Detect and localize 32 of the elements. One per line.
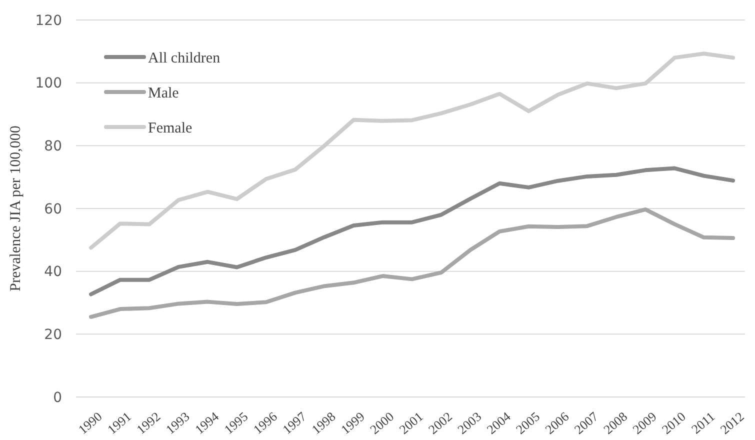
x-tick-label: 1996 bbox=[250, 408, 280, 437]
line-series bbox=[89, 166, 735, 296]
y-tick-label: 80 bbox=[44, 138, 62, 155]
x-tick-label: 1995 bbox=[221, 408, 251, 437]
y-tick-label: 120 bbox=[35, 12, 62, 29]
x-tick-label: 2001 bbox=[396, 408, 426, 437]
x-tick-label: 1991 bbox=[104, 408, 134, 437]
legend-label: Male bbox=[148, 85, 180, 102]
legend-label: Female bbox=[148, 120, 192, 136]
legend-label: All children bbox=[148, 50, 221, 66]
y-tick-label: 40 bbox=[44, 264, 62, 280]
x-tick-label: 2002 bbox=[425, 408, 455, 437]
line-series bbox=[89, 52, 735, 250]
y-tick-label: 0 bbox=[53, 390, 62, 406]
x-tick-label: 2010 bbox=[658, 408, 688, 437]
x-tick-label: 1992 bbox=[134, 408, 164, 437]
x-tick-label: 1990 bbox=[75, 408, 105, 437]
x-tick-label: 1993 bbox=[162, 408, 192, 437]
y-tick-label: 60 bbox=[44, 201, 62, 218]
line-series bbox=[89, 207, 735, 319]
x-tick-label: 1994 bbox=[192, 408, 222, 437]
x-tick-label: 2009 bbox=[630, 408, 660, 437]
y-axis-title: Prevalence JIA per 100,000 bbox=[8, 126, 24, 292]
x-tick-label: 2003 bbox=[454, 408, 484, 437]
x-tick-label: 2012 bbox=[717, 408, 747, 437]
x-tick-label: 2000 bbox=[367, 408, 397, 437]
x-tick-label: 2008 bbox=[600, 408, 630, 437]
x-tick-label: 1999 bbox=[338, 408, 368, 437]
x-tick-label: 1998 bbox=[308, 408, 338, 437]
x-tick-label: 2011 bbox=[688, 408, 718, 437]
y-tick-label: 20 bbox=[44, 327, 62, 344]
y-tick-label: 100 bbox=[35, 76, 62, 92]
